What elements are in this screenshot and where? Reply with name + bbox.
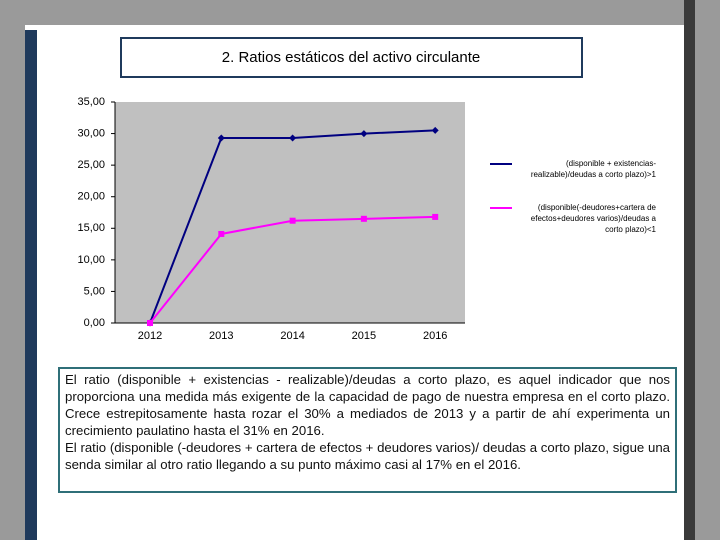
legend-swatch [490,207,512,209]
legend-label: (disponible(-deudores+cartera de efectos… [530,203,656,234]
marker [360,130,368,138]
marker [360,215,367,222]
legend-item: (disponible(-deudores+cartera de efectos… [488,202,656,235]
marker [289,134,297,142]
marker [431,126,439,134]
marker [217,134,225,142]
marker [432,213,439,220]
y-tick-label: 20,00 [77,191,105,203]
legend-swatch [490,163,512,165]
plot-area [115,102,465,323]
y-tick-label: 0,00 [84,317,105,329]
legend-item: (disponible + existencias-realizable)/de… [488,158,656,180]
y-tick-label: 25,00 [77,159,105,171]
paragraph: El ratio (disponible + existencias - rea… [65,372,670,438]
chart-title: 2. Ratios estáticos del activo circulant… [222,49,480,66]
paragraph: El ratio (disponible (-deudores + carter… [65,440,670,472]
legend-label: (disponible + existencias-realizable)/de… [530,159,656,179]
x-tick-label: 2016 [423,330,447,342]
y-tick-label: 30,00 [77,127,105,139]
y-tick-label: 5,00 [84,285,105,297]
description-box: El ratio (disponible + existencias - rea… [58,367,677,493]
marker [147,320,153,326]
x-tick-label: 2015 [352,330,376,342]
marker [218,230,225,237]
y-tick-label: 10,00 [77,254,105,266]
x-tick-label: 2013 [209,330,233,342]
right-bar [684,0,695,540]
marker [289,217,296,224]
title-box [120,37,583,78]
x-tick-label: 2012 [138,330,162,342]
y-tick-label: 15,00 [77,222,105,234]
x-tick-label: 2014 [280,330,304,342]
y-tick-label: 35,00 [77,96,105,108]
left-bar [25,30,37,540]
legend: (disponible + existencias-realizable)/de… [488,158,656,257]
